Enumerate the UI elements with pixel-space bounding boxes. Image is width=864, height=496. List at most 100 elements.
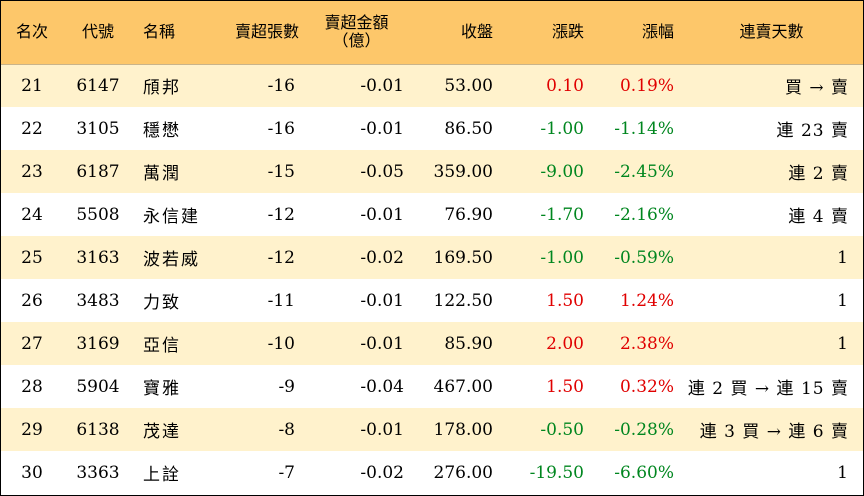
cell-rank: 22 bbox=[21, 118, 43, 139]
cell-change-pct: -2.16% bbox=[614, 204, 674, 225]
cell-change: 1.50 bbox=[546, 290, 584, 311]
cell-close: 359.00 bbox=[433, 161, 493, 182]
header-net-sell-lots: 賣超張數 bbox=[205, 1, 305, 65]
cell-code: 3363 bbox=[76, 462, 120, 483]
header-change-pct: 漲幅 bbox=[590, 1, 680, 65]
header-code: 代號 bbox=[63, 1, 133, 65]
cell-net-sell-lots: -16 bbox=[267, 118, 295, 139]
header-rank: 名次 bbox=[1, 1, 63, 65]
cell-streak: 連 2 買 → 連 15 賣 bbox=[687, 379, 849, 399]
cell-streak: 1 bbox=[837, 333, 849, 354]
table-row: 27 3169 亞信 -10 -0.01 85.90 2.00 2.38% 1 bbox=[1, 322, 863, 365]
cell-name: 頎邦 bbox=[143, 78, 181, 99]
cell-change: 1.50 bbox=[546, 376, 584, 397]
cell-net-sell-lots: -12 bbox=[267, 247, 295, 268]
cell-net-sell-lots: -8 bbox=[278, 419, 295, 440]
cell-code: 5508 bbox=[76, 204, 120, 225]
cell-change: -0.50 bbox=[540, 419, 584, 440]
cell-net-sell-amount: -0.01 bbox=[360, 204, 404, 225]
cell-close: 122.50 bbox=[433, 290, 493, 311]
cell-net-sell-amount: -0.01 bbox=[360, 333, 404, 354]
cell-code: 5904 bbox=[76, 376, 120, 397]
cell-streak: 連 4 賣 bbox=[788, 207, 849, 227]
cell-change-pct: -0.28% bbox=[614, 419, 674, 440]
cell-net-sell-lots: -12 bbox=[267, 204, 295, 225]
cell-name: 萬潤 bbox=[143, 164, 181, 184]
cell-net-sell-lots: -16 bbox=[267, 75, 295, 96]
cell-name: 波若威 bbox=[143, 250, 200, 270]
header-net-sell-amount-line2: （億） bbox=[332, 31, 381, 51]
cell-change: -9.00 bbox=[540, 161, 584, 182]
header-name: 名稱 bbox=[133, 1, 205, 65]
cell-code: 6187 bbox=[76, 161, 120, 182]
cell-change-pct: -2.45% bbox=[614, 161, 674, 182]
cell-code: 3483 bbox=[76, 290, 120, 311]
cell-change-pct: 0.32% bbox=[619, 376, 674, 397]
cell-net-sell-lots: -9 bbox=[278, 376, 295, 397]
cell-net-sell-lots: -7 bbox=[278, 462, 295, 483]
cell-net-sell-amount: -0.01 bbox=[360, 75, 404, 96]
cell-change: -1.00 bbox=[540, 118, 584, 139]
table-row: 21 6147 頎邦 -16 -0.01 53.00 0.10 0.19% 買 → 賣 bbox=[1, 64, 863, 107]
cell-net-sell-amount: -0.02 bbox=[360, 247, 404, 268]
cell-change-pct: -6.60% bbox=[614, 462, 674, 483]
table-row: 22 3105 穩懋 -16 -0.01 86.50 -1.00 -1.14% 連 23 賣 bbox=[1, 107, 863, 150]
cell-net-sell-amount: -0.02 bbox=[360, 462, 404, 483]
cell-net-sell-lots: -15 bbox=[267, 161, 295, 182]
header-net-sell-amount-line1: 賣超金額 bbox=[324, 13, 389, 33]
cell-net-sell-amount: -0.01 bbox=[360, 419, 404, 440]
cell-name: 亞信 bbox=[143, 336, 181, 356]
cell-net-sell-lots: -11 bbox=[267, 290, 295, 311]
table-row: 24 5508 永信建 -12 -0.01 76.90 -1.70 -2.16% 連 4 賣 bbox=[1, 193, 863, 236]
cell-net-sell-amount: -0.01 bbox=[360, 290, 404, 311]
cell-rank: 24 bbox=[21, 204, 43, 225]
table-header-row: 名次 代號 名稱 賣超張數 賣超金額 （億） 收盤 漲跌 漲幅 連賣天數 bbox=[1, 1, 863, 65]
table-row: 26 3483 力致 -11 -0.01 122.50 1.50 1.24% 1 bbox=[1, 279, 863, 322]
cell-close: 467.00 bbox=[433, 376, 493, 397]
cell-change-pct: 1.24% bbox=[619, 290, 674, 311]
cell-rank: 21 bbox=[21, 75, 43, 96]
cell-streak: 連 2 賣 bbox=[788, 164, 849, 184]
cell-change: 2.00 bbox=[546, 333, 584, 354]
cell-rank: 30 bbox=[21, 462, 43, 483]
cell-change: -1.00 bbox=[540, 247, 584, 268]
header-net-sell-amount: 賣超金額 （億） bbox=[305, 1, 408, 65]
cell-change: -1.70 bbox=[540, 204, 584, 225]
cell-rank: 26 bbox=[21, 290, 43, 311]
cell-net-sell-amount: -0.01 bbox=[360, 118, 404, 139]
table-row: 29 6138 茂達 -8 -0.01 178.00 -0.50 -0.28% 連 3 買 → … bbox=[1, 408, 863, 451]
cell-rank: 23 bbox=[21, 161, 43, 182]
cell-close: 85.90 bbox=[444, 333, 493, 354]
cell-rank: 29 bbox=[21, 419, 43, 440]
cell-streak: 連 3 買 → 連 6 賣 bbox=[699, 422, 849, 442]
cell-streak: 1 bbox=[837, 247, 849, 268]
cell-net-sell-amount: -0.04 bbox=[360, 376, 404, 397]
table-row: 30 3363 上詮 -7 -0.02 276.00 -19.50 -6.60% 1 bbox=[1, 451, 863, 494]
header-streak: 連賣天數 bbox=[680, 1, 863, 65]
cell-streak: 1 bbox=[837, 462, 849, 483]
cell-close: 178.00 bbox=[433, 419, 493, 440]
cell-name: 永信建 bbox=[143, 207, 200, 227]
cell-close: 276.00 bbox=[433, 462, 493, 483]
table-row: 23 6187 萬潤 -15 -0.05 359.00 -9.00 -2.45% 連 2 賣 bbox=[1, 150, 863, 193]
cell-streak: 1 bbox=[837, 290, 849, 311]
cell-code: 3163 bbox=[76, 247, 120, 268]
cell-rank: 25 bbox=[21, 247, 43, 268]
header-close: 收盤 bbox=[408, 1, 499, 65]
header-change: 漲跌 bbox=[499, 1, 590, 65]
cell-code: 3105 bbox=[76, 118, 120, 139]
cell-change: 0.10 bbox=[546, 75, 584, 96]
cell-net-sell-amount: -0.05 bbox=[360, 161, 404, 182]
cell-rank: 27 bbox=[21, 333, 43, 354]
cell-code: 6147 bbox=[76, 75, 120, 96]
cell-streak: 買 → 賣 bbox=[784, 78, 849, 99]
cell-change-pct: 0.19% bbox=[619, 75, 674, 96]
table-body: 21 6147 頎邦 -16 -0.01 53.00 0.10 0.19% 買 → 賣 22 310… bbox=[1, 64, 863, 494]
cell-name: 寶雅 bbox=[143, 379, 181, 399]
cell-change: -19.50 bbox=[529, 462, 584, 483]
cell-close: 169.50 bbox=[433, 247, 493, 268]
cell-change-pct: -0.59% bbox=[614, 247, 674, 268]
cell-name: 茂達 bbox=[143, 422, 181, 442]
